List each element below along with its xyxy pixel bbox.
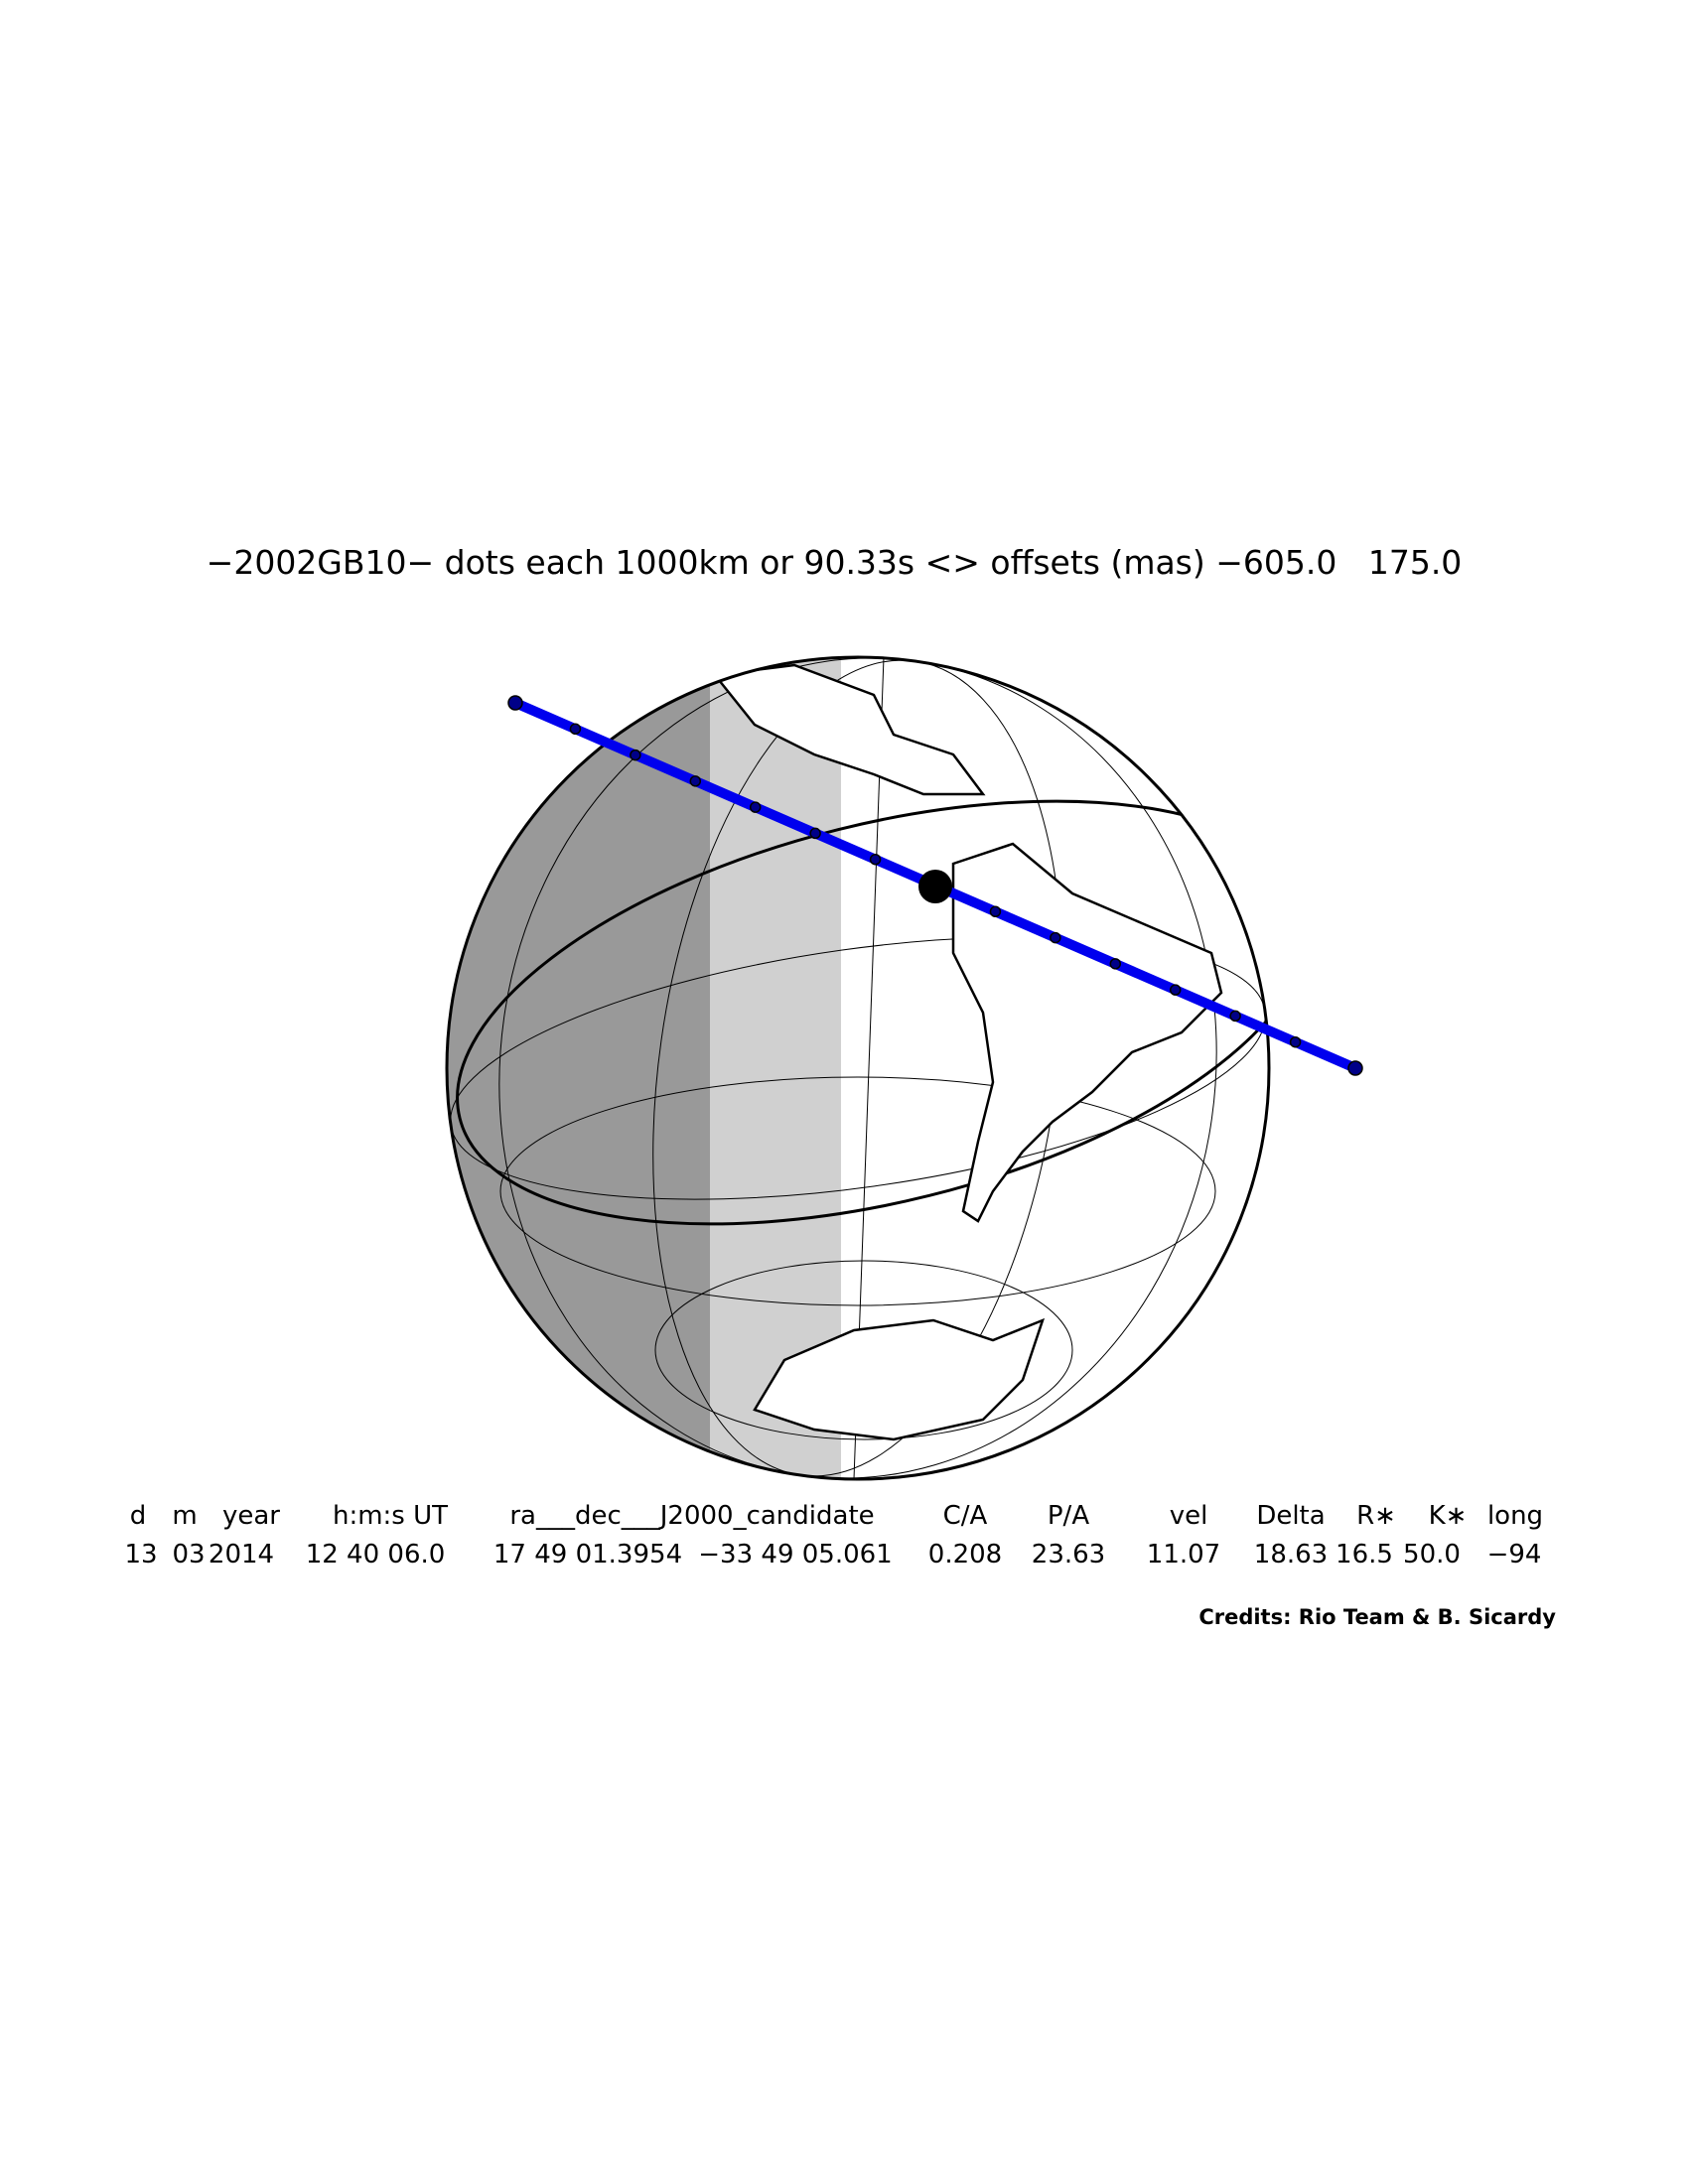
path-dot (869, 853, 882, 866)
path-dot (1109, 958, 1122, 970)
path-dot (1169, 984, 1182, 996)
val: −33 49 05.061 (698, 1540, 892, 1570)
path-dot (1229, 1010, 1241, 1023)
path-dot (569, 723, 582, 736)
col: long (1487, 1501, 1543, 1531)
col: R∗ (1356, 1501, 1396, 1531)
val: 23.63 (1032, 1540, 1105, 1570)
path-dot (1347, 1060, 1363, 1076)
value-row: 13 03 2014 12 40 06.0 17 49 01.3954 −33 … (124, 1540, 1541, 1570)
val: 17 49 01.3954 (493, 1540, 682, 1570)
path-dot (507, 695, 523, 711)
col: d (130, 1501, 147, 1531)
val: −94 (1487, 1540, 1542, 1570)
col: h:m:s UT (333, 1501, 448, 1531)
path-dot (1050, 931, 1061, 944)
col: ra___dec___J2000_candidate (509, 1501, 874, 1531)
path-dot (809, 827, 821, 840)
val: 03 (172, 1540, 205, 1570)
col: P/A (1048, 1501, 1089, 1531)
header-row: d m year h:m:s UT ra___dec___J2000_candi… (130, 1501, 1543, 1531)
col: Delta (1256, 1501, 1325, 1531)
val: 12 40 06.0 (306, 1540, 446, 1570)
shadow-path (507, 695, 1363, 1076)
credits: Credits: Rio Team & B. Sicardy (1198, 1605, 1556, 1629)
col: K∗ (1429, 1501, 1468, 1531)
path-dot (689, 775, 702, 787)
path-dot (630, 749, 641, 761)
col: C/A (943, 1501, 988, 1531)
val: 2014 (209, 1540, 274, 1570)
val: 16.5 (1336, 1540, 1393, 1570)
globe (445, 655, 1271, 1481)
path-dot (989, 905, 1002, 918)
val: 18.63 (1254, 1540, 1328, 1570)
col: vel (1170, 1501, 1208, 1531)
val: 13 (124, 1540, 157, 1570)
val: 0.208 (928, 1540, 1002, 1570)
path-dot (749, 801, 762, 813)
path-dot (1289, 1035, 1302, 1048)
val: 50.0 (1403, 1540, 1461, 1570)
col: year (222, 1501, 280, 1531)
col: m (172, 1501, 197, 1531)
title: −2002GB10− dots each 1000km or 90.33s <>… (207, 543, 1463, 582)
val: 11.07 (1147, 1540, 1220, 1570)
